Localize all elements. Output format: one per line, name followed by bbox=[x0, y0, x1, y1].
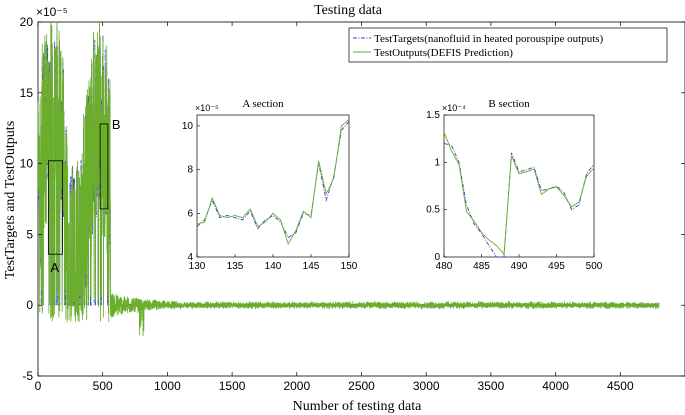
legend-label-outputs: TestOutputs(DEFIS Prediction) bbox=[374, 47, 513, 59]
inset-b: B section ×10⁻⁴ 480 485 490 495 500 0 0.5 1 1.5 bbox=[416, 95, 603, 275]
x-tick-label: 0 bbox=[35, 379, 42, 393]
y-tick-label: 0 bbox=[26, 298, 33, 312]
x-tick-label: 2500 bbox=[348, 379, 375, 393]
x-tick-label: 500 bbox=[93, 379, 113, 393]
inset-x-tick-label: 130 bbox=[189, 261, 206, 272]
y-tick-label: 20 bbox=[20, 15, 34, 29]
inset-frame bbox=[443, 114, 595, 258]
legend-label-targets: TestTargets(nanofluid in heated porouspi… bbox=[374, 33, 604, 45]
region-label-b: B bbox=[112, 117, 121, 132]
inset-title: A section bbox=[242, 98, 284, 110]
inset-series-outputs bbox=[196, 119, 350, 245]
inset-y-tick-label: 1.5 bbox=[426, 110, 440, 121]
inset-x-tick-label: 500 bbox=[586, 261, 603, 272]
x-tick-label: 2000 bbox=[283, 379, 310, 393]
x-tick-label: 4500 bbox=[607, 379, 634, 393]
region-label-a: A bbox=[50, 260, 59, 275]
inset-x-tick-label: 495 bbox=[548, 261, 565, 272]
inset-y-tick-label: 10 bbox=[182, 121, 194, 132]
inset-a: A section ×10⁻⁵ 130 135 140 145 150 4 6 8 10 bbox=[169, 95, 358, 275]
y-axis-exponent: ×10⁻⁵ bbox=[36, 5, 68, 19]
inset-x-tick-label: 150 bbox=[341, 261, 358, 272]
main-series-group bbox=[37, 21, 660, 336]
inset-x-tick-label: 140 bbox=[265, 261, 282, 272]
legend-box bbox=[348, 27, 668, 63]
inset-series-outputs bbox=[443, 131, 595, 256]
inset-y-tick-label: 8 bbox=[187, 165, 193, 176]
inset-y-tick-label: 6 bbox=[187, 208, 193, 219]
inset-exponent: ×10⁻⁵ bbox=[195, 103, 219, 113]
chart-title: Testing data bbox=[314, 3, 383, 18]
inset-y-tick-label: 0 bbox=[434, 252, 440, 263]
region-boxes: AB bbox=[47, 117, 121, 275]
region-box-a bbox=[47, 160, 63, 255]
inset-y-tick-label: 4 bbox=[187, 252, 193, 263]
y-tick-label: 15 bbox=[20, 86, 34, 100]
main-axis-ticks: 0 500 1000 1500 2000 2500 3000 3500 4000 4500-505… bbox=[20, 15, 685, 393]
y-tick-label: 5 bbox=[26, 227, 33, 241]
inset-x-tick-label: 490 bbox=[511, 261, 528, 272]
inset-frame bbox=[196, 114, 350, 258]
y-tick-label: 10 bbox=[20, 157, 34, 171]
inset-x-tick-label: 480 bbox=[436, 261, 453, 272]
inset-x-tick-label: 145 bbox=[303, 261, 320, 272]
y-tick-label: -5 bbox=[22, 369, 33, 383]
x-tick-label: 4000 bbox=[542, 379, 569, 393]
x-tick-label: 3000 bbox=[413, 379, 440, 393]
inset-x-tick-label: 485 bbox=[473, 261, 490, 272]
x-tick-label: 1000 bbox=[154, 379, 181, 393]
x-axis-label: Number of testing data bbox=[293, 399, 422, 414]
inset-title: B section bbox=[488, 98, 530, 110]
inset-y-tick-label: 1 bbox=[434, 157, 440, 168]
inset-series-targets bbox=[443, 142, 595, 258]
series-line-outputs bbox=[37, 21, 660, 336]
x-tick-label: 1500 bbox=[219, 379, 246, 393]
legend: TestTargets(nanofluid in heated porouspi… bbox=[348, 27, 668, 63]
region-box-b bbox=[99, 123, 109, 210]
inset-exponent: ×10⁻⁴ bbox=[442, 103, 466, 113]
x-tick-label: 3500 bbox=[478, 379, 505, 393]
y-axis-label: TestTargets and TestOutputs bbox=[3, 121, 18, 279]
inset-y-tick-label: 0.5 bbox=[426, 205, 440, 216]
inset-x-tick-label: 135 bbox=[227, 261, 244, 272]
